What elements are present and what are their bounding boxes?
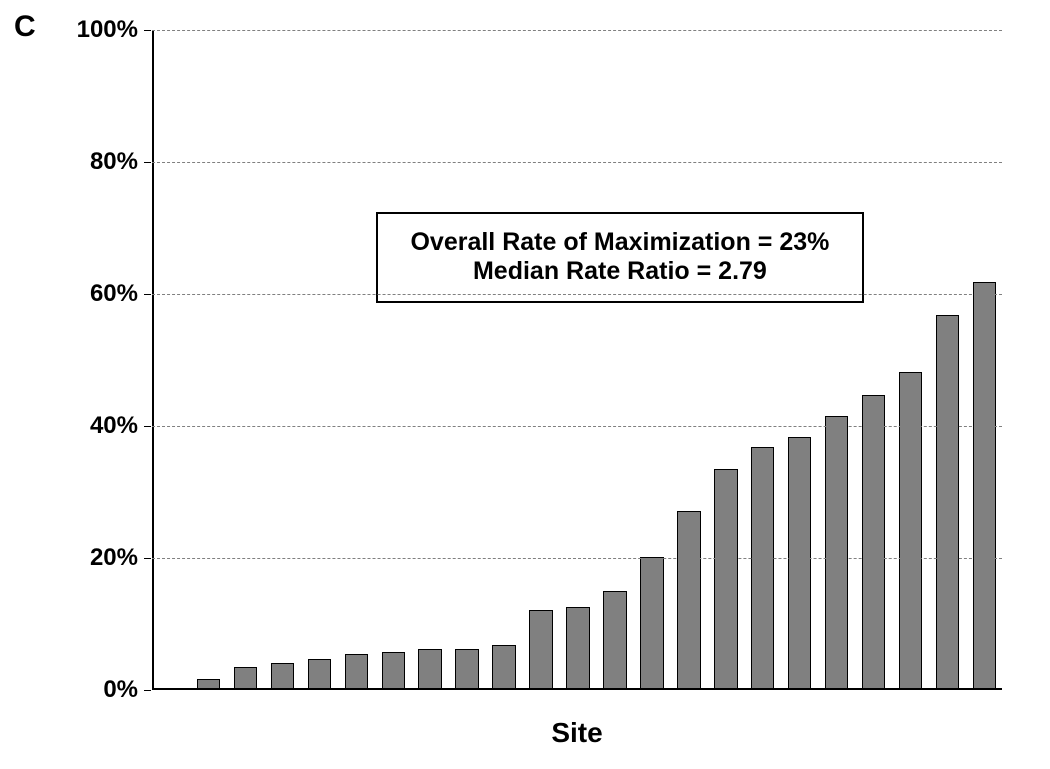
bar xyxy=(751,447,774,690)
bar xyxy=(825,416,848,690)
y-tick-mark xyxy=(144,558,151,559)
bar xyxy=(899,372,922,690)
annotation-line-2: Median Rate Ratio = 2.79 xyxy=(473,257,767,286)
x-axis-label: Site xyxy=(551,717,602,749)
panel-letter: C xyxy=(14,10,36,44)
bar xyxy=(603,591,626,690)
bar xyxy=(234,667,257,690)
annotation-box: Overall Rate of Maximization = 23% Media… xyxy=(376,212,865,303)
bar xyxy=(714,469,737,690)
y-tick-label: 0% xyxy=(58,676,138,704)
gridline xyxy=(152,294,1002,295)
gridline xyxy=(152,30,1002,31)
gridline xyxy=(152,426,1002,427)
bar xyxy=(308,659,331,690)
bar xyxy=(345,654,368,690)
bar xyxy=(492,645,515,690)
y-tick-label: 60% xyxy=(58,280,138,308)
x-axis-line xyxy=(152,688,1002,690)
figure-container: C Statin Maximization Rate Overall Rate … xyxy=(0,0,1050,769)
bar xyxy=(640,557,663,690)
gridline xyxy=(152,558,1002,559)
chart-plot-area: Overall Rate of Maximization = 23% Media… xyxy=(152,30,1002,690)
bar xyxy=(788,437,811,690)
bar xyxy=(862,395,885,690)
y-tick-mark xyxy=(144,690,151,691)
bar xyxy=(566,607,589,690)
y-tick-label: 100% xyxy=(58,16,138,44)
bar xyxy=(677,511,700,690)
y-tick-mark xyxy=(144,162,151,163)
bar xyxy=(529,610,552,690)
bar xyxy=(382,652,405,690)
bar xyxy=(271,663,294,690)
bar xyxy=(455,649,478,690)
y-tick-label: 80% xyxy=(58,148,138,176)
annotation-line-1: Overall Rate of Maximization = 23% xyxy=(410,228,829,257)
y-tick-label: 20% xyxy=(58,544,138,572)
y-axis-line xyxy=(152,30,154,690)
bar xyxy=(936,315,959,690)
y-tick-mark xyxy=(144,294,151,295)
y-tick-mark xyxy=(144,30,151,31)
y-tick-mark xyxy=(144,426,151,427)
gridline xyxy=(152,162,1002,163)
bar xyxy=(418,649,441,690)
bar xyxy=(973,282,996,690)
y-tick-label: 40% xyxy=(58,412,138,440)
bars-layer xyxy=(152,30,1002,690)
